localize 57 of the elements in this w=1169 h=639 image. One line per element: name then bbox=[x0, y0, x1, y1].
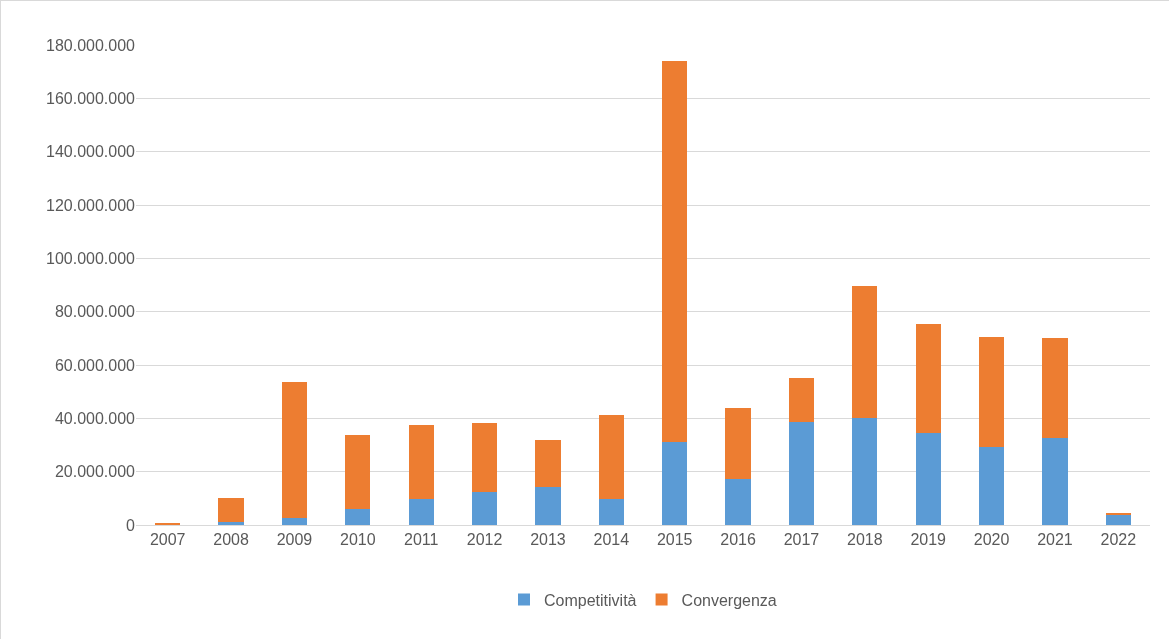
bar bbox=[281, 382, 308, 519]
x-tick-label: 2022 bbox=[1100, 531, 1137, 549]
bar bbox=[598, 415, 624, 500]
x-tick-label: 2014 bbox=[593, 531, 630, 549]
bar bbox=[471, 422, 498, 492]
y-tick-label: 0 bbox=[126, 516, 136, 534]
y-tick-label: 180.000.000 bbox=[46, 36, 136, 54]
x-tick-label: 2016 bbox=[720, 531, 756, 549]
y-tick-label: 140.000.000 bbox=[46, 143, 136, 161]
x-tick-label: 2012 bbox=[466, 531, 503, 549]
legend-label: Convergenza bbox=[681, 591, 777, 609]
x-tick-label: 2021 bbox=[1037, 531, 1073, 549]
y-tick-label: 120.000.000 bbox=[46, 196, 136, 214]
bar bbox=[535, 440, 561, 487]
bar bbox=[408, 498, 434, 525]
y-tick-label: 80.000.000 bbox=[54, 303, 136, 321]
bar bbox=[915, 324, 941, 433]
y-tick-label: 20.000.000 bbox=[54, 463, 136, 481]
bar bbox=[852, 286, 878, 419]
x-tick-label: 2009 bbox=[276, 531, 313, 549]
bar bbox=[471, 491, 498, 525]
y-tick-label: 40.000.000 bbox=[54, 409, 136, 427]
x-tick-label: 2017 bbox=[783, 531, 820, 549]
bar bbox=[915, 432, 941, 525]
bar bbox=[1042, 438, 1068, 525]
x-tick-label: 2018 bbox=[847, 531, 883, 549]
bar bbox=[281, 518, 308, 525]
bar bbox=[345, 509, 371, 525]
x-tick-label: 2013 bbox=[530, 531, 566, 549]
bar bbox=[535, 486, 561, 525]
y-tick-label: 60.000.000 bbox=[54, 356, 136, 374]
bar bbox=[218, 497, 244, 523]
bar bbox=[662, 61, 688, 442]
bar bbox=[788, 378, 815, 423]
bar bbox=[662, 441, 688, 525]
y-tick-label: 100.000.000 bbox=[46, 249, 136, 267]
bar bbox=[598, 499, 624, 525]
bar bbox=[725, 479, 751, 525]
x-tick-label: 2007 bbox=[149, 531, 186, 549]
x-tick-label: 2015 bbox=[656, 531, 693, 549]
bar bbox=[345, 434, 371, 509]
bar bbox=[978, 446, 1005, 525]
x-tick-label: 2019 bbox=[910, 531, 947, 549]
bar bbox=[788, 422, 815, 525]
y-tick-label: 160.000.000 bbox=[46, 89, 136, 107]
x-tick-label: 2008 bbox=[213, 531, 249, 549]
x-tick-label: 2010 bbox=[340, 531, 376, 549]
bar bbox=[725, 408, 751, 480]
bar bbox=[408, 425, 434, 499]
bar bbox=[852, 418, 878, 525]
x-tick-label: 2011 bbox=[403, 531, 439, 549]
bar bbox=[1105, 514, 1131, 525]
bar bbox=[1042, 337, 1068, 439]
legend-label: Competitività bbox=[544, 591, 637, 609]
bar bbox=[218, 522, 244, 525]
bar bbox=[978, 337, 1005, 447]
x-tick-label: 2020 bbox=[973, 531, 1010, 549]
